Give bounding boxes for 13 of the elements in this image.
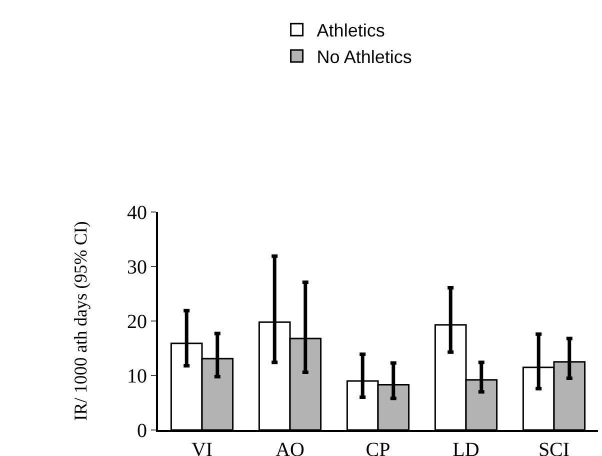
y-tick-label: 0 [137,420,147,442]
x-tick-label: SCI [538,439,570,456]
y-tick-label: 40 [127,202,147,224]
x-tick-label: VI [191,439,213,456]
y-tick-label: 20 [127,311,147,333]
x-tick-label: LD [452,439,480,456]
y-tick-label: 30 [127,256,147,278]
x-tick-label: CP [366,439,390,456]
y-tick-label: 10 [127,366,147,388]
legend-label: No Athletics [316,47,412,68]
y-axis-title: IR/ 1000 ath days (95% CI) [70,221,91,421]
legend-label: Athletics [316,20,385,41]
x-tick-label: AO [276,439,304,456]
